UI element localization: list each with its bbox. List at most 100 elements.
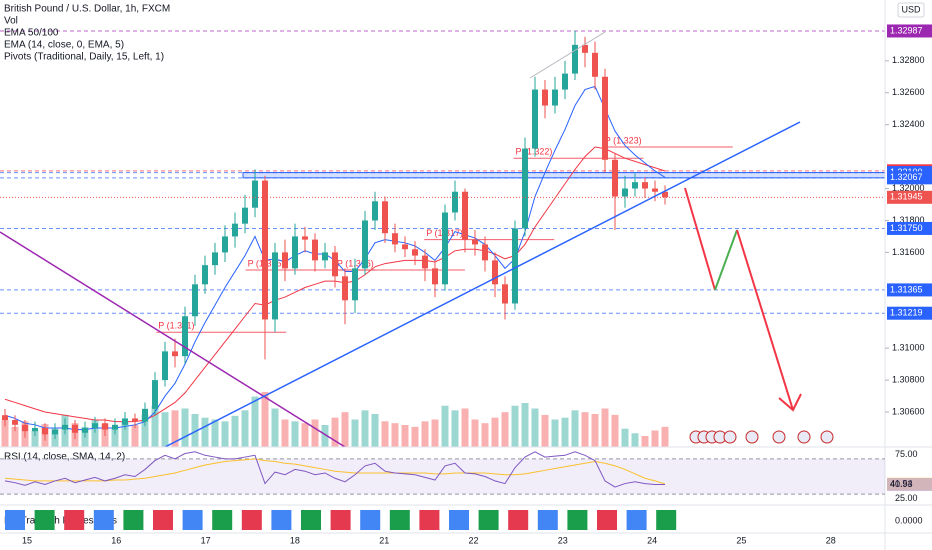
volume-bar — [461, 408, 469, 447]
volume-bar — [171, 410, 179, 447]
event-icons — [689, 430, 834, 444]
volume-bar — [291, 421, 299, 447]
volume-bar — [611, 414, 619, 447]
candle-body — [312, 239, 318, 261]
candle-body — [262, 180, 268, 320]
volume-bar — [341, 412, 349, 447]
volume-bar — [361, 410, 369, 447]
candle-body — [482, 244, 488, 261]
candle-body — [652, 188, 658, 192]
volume-bar — [351, 419, 359, 447]
forecast — [684, 187, 716, 291]
x-tick-label: 18 — [290, 535, 300, 545]
candle-body — [112, 424, 118, 430]
arrow-head — [778, 393, 802, 412]
volume-bar — [421, 421, 429, 447]
volume-bar — [571, 410, 579, 447]
candle-body — [362, 220, 368, 269]
indicator-label: EMA 50/100 — [4, 28, 59, 39]
session-block — [34, 510, 55, 530]
session-block — [241, 510, 262, 530]
y-tick-label: 1.30800 — [892, 374, 925, 384]
volume-bar — [391, 423, 399, 447]
volume-bar — [601, 408, 609, 447]
rsi-line — [4, 451, 666, 488]
candle-body — [562, 73, 568, 90]
session-block — [626, 510, 647, 530]
x-tick-label: 25 — [736, 535, 746, 545]
volume-bar — [481, 423, 489, 447]
candle-body — [82, 428, 88, 433]
session-block — [123, 510, 144, 530]
volume-bar — [371, 414, 379, 447]
volume-bar — [551, 419, 559, 447]
y-tick-label: 1.32000 — [892, 183, 925, 193]
candle-body — [2, 415, 8, 421]
session-block — [93, 510, 114, 530]
x-tick-label: 15 — [22, 535, 32, 545]
price-badge: 1.31365 — [890, 284, 923, 294]
session-block — [449, 510, 469, 530]
session-block — [5, 510, 25, 530]
session-block — [656, 510, 677, 530]
indicator-label: EMA (14, close, 0, EMA, 5) — [4, 40, 124, 51]
y-tick-label: 1.32400 — [892, 119, 925, 129]
candle-body — [392, 233, 398, 245]
x-tick-label: 23 — [558, 535, 568, 545]
session-block — [597, 510, 617, 530]
candle-body — [622, 188, 628, 197]
volume-bar — [431, 419, 439, 447]
volume-bar — [541, 414, 549, 447]
volume-bar — [501, 412, 509, 447]
y-tick-label: 1.31600 — [892, 247, 925, 257]
volume-bar — [271, 408, 279, 447]
session-block — [271, 510, 292, 530]
volume-bar — [531, 408, 539, 447]
volume-bar — [511, 405, 519, 447]
rsi-badge-bg — [887, 478, 932, 492]
volume-bar — [331, 417, 339, 447]
candle-body — [502, 284, 508, 304]
candle-body — [162, 351, 168, 381]
candle-body — [62, 424, 68, 430]
volume-bar — [311, 419, 319, 447]
volume-bar — [321, 425, 329, 447]
candle-body — [542, 89, 548, 106]
volume-bar — [471, 419, 479, 447]
last-price-bg — [887, 190, 932, 204]
volume-bar — [521, 403, 529, 447]
volume-bar — [141, 414, 149, 447]
candle-body — [72, 424, 78, 433]
rsi-badge: 40.93 — [890, 479, 913, 489]
session-block — [153, 510, 173, 530]
pivot-label: P (1.311) — [158, 321, 194, 331]
candle-body — [382, 201, 388, 234]
session-block — [330, 510, 351, 530]
forecast — [736, 229, 794, 411]
candle-body — [102, 423, 108, 430]
candle-body — [142, 408, 148, 422]
candle-body — [352, 268, 358, 301]
candle-body — [122, 418, 128, 425]
trendline — [164, 121, 801, 447]
volume-bar — [111, 428, 119, 447]
indicator-label: Pivots (Traditional, Daily, 15, Left, 1) — [4, 52, 164, 63]
volume-bar — [121, 421, 129, 447]
candle-body — [492, 260, 498, 285]
volume-bar — [281, 419, 289, 447]
currency-box[interactable] — [897, 2, 925, 18]
rsi-ma-line — [4, 458, 666, 485]
volume-bar — [91, 419, 99, 447]
candle-body — [92, 423, 98, 429]
trendline — [529, 31, 606, 79]
candle-body — [232, 223, 238, 237]
candle-body — [182, 316, 188, 357]
candle-body — [302, 236, 308, 240]
currency[interactable]: USD — [901, 4, 921, 14]
candle-body — [272, 252, 278, 320]
pivot-label: P (1.322) — [516, 147, 553, 157]
volume-bar — [31, 430, 39, 447]
candle-body — [532, 89, 538, 149]
candle-body — [592, 52, 598, 77]
